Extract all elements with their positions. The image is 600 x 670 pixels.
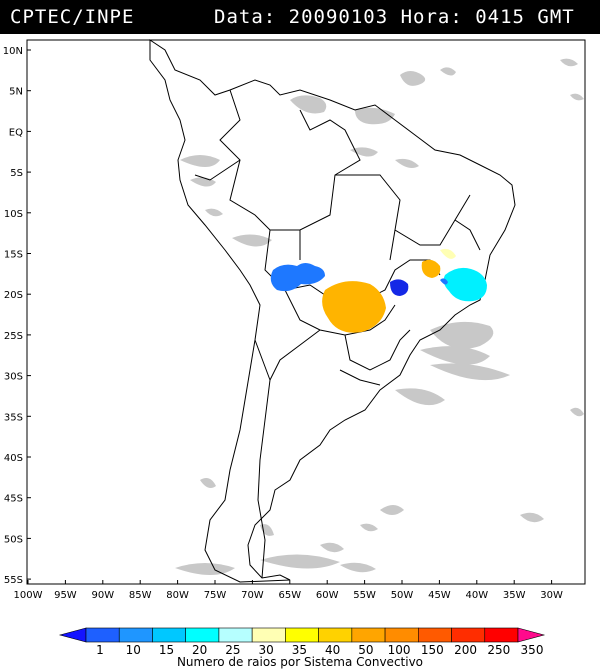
lat-tick-label: 50S xyxy=(4,534,23,545)
lon-tick-label: 35W xyxy=(503,590,526,601)
lon-tick-label: 75W xyxy=(204,590,227,601)
cell-blue-east xyxy=(440,278,448,285)
lon-tick-label: 85W xyxy=(129,590,152,601)
legend-value-label: 150 xyxy=(421,643,444,657)
legend-value-label: 250 xyxy=(487,643,510,657)
legend-swatch xyxy=(218,627,253,643)
lon-tick-label: 80W xyxy=(166,590,189,601)
lat-tick-label: 30S xyxy=(4,372,23,383)
legend-swatch xyxy=(351,627,386,643)
legend-swatch xyxy=(451,627,486,643)
source-label: CPTEC/INPE xyxy=(10,6,135,28)
cell-darkblue-center xyxy=(390,279,409,296)
latitude-axis: 10N 5N EQ 5S 10S 15S 20S 25S 30S 35S 40S 45S 50S 55S xyxy=(3,46,31,586)
legend-swatch xyxy=(251,627,286,643)
cell-orange-minas xyxy=(421,259,441,278)
cell-yellow-minas xyxy=(440,248,456,259)
legend-swatch xyxy=(152,627,186,643)
cell-blue-bolivia xyxy=(270,263,325,292)
legend-value-label: 35 xyxy=(292,643,307,657)
legend-swatch xyxy=(58,627,87,643)
lat-tick-label: 45S xyxy=(4,494,23,505)
lon-tick-label: 100W xyxy=(14,590,43,601)
legend-value-label: 30 xyxy=(259,643,274,657)
lat-tick-label: 5S xyxy=(10,168,23,179)
legend-swatch xyxy=(517,627,546,643)
legend-swatch xyxy=(318,627,353,643)
lat-tick-label: 15S xyxy=(4,250,23,261)
legend-value-label: 10 xyxy=(126,643,141,657)
longitude-axis: 100W 95W 90W 85W 80W 75W 70W 65W 60W 55W 50W 45W 40W… xyxy=(14,580,563,601)
lon-tick-label: 45W xyxy=(428,590,451,601)
legend-swatch xyxy=(185,627,220,643)
legend-value-label: 15 xyxy=(159,643,174,657)
lat-tick-label: 25S xyxy=(4,331,23,342)
legend-swatch xyxy=(118,627,153,643)
lon-tick-label: 90W xyxy=(91,590,114,601)
lon-tick-label: 70W xyxy=(241,590,264,601)
datetime-label: Data: 20090103 Hora: 0415 GMT xyxy=(214,6,575,28)
lon-tick-label: 60W xyxy=(316,590,339,601)
legend-value-label: 20 xyxy=(192,643,207,657)
cell-cyan-east xyxy=(443,267,487,302)
lon-tick-label: 95W xyxy=(54,590,77,601)
legend-value-label: 1 xyxy=(96,643,104,657)
lat-tick-label: 5N xyxy=(9,87,23,98)
lon-tick-label: 30W xyxy=(540,590,563,601)
lon-tick-label: 40W xyxy=(465,590,488,601)
legend-swatch xyxy=(384,627,419,643)
lon-tick-label: 65W xyxy=(278,590,301,601)
legend-value-label: 100 xyxy=(388,643,411,657)
lat-tick-label: EQ xyxy=(9,127,23,138)
legend-labels: 1 10 15 20 25 30 35 40 50 100 150 200 250 350 xyxy=(96,643,543,657)
lat-tick-label: 10N xyxy=(3,46,23,57)
legend-value-label: 200 xyxy=(454,643,477,657)
map: 10N5NEQ5S10S15S20S25S30S35S40S45S50S55S … xyxy=(3,39,586,601)
lat-tick-label: 35S xyxy=(4,412,23,423)
legend-swatch xyxy=(285,627,319,643)
lat-tick-label: 55S xyxy=(4,575,23,586)
legend-value-label: 25 xyxy=(225,643,240,657)
cell-orange-paraguay xyxy=(322,281,386,333)
legend-value-label: 50 xyxy=(358,643,373,657)
lat-tick-label: 10S xyxy=(4,209,23,220)
lat-tick-label: 20S xyxy=(4,290,23,301)
legend-swatch xyxy=(418,627,452,643)
legend-swatch xyxy=(484,627,519,643)
legend-bar xyxy=(58,627,546,643)
color-legend: 1 10 15 20 25 30 35 40 50 100 150 200 250 350 Numero … xyxy=(58,627,546,669)
legend-value-label: 40 xyxy=(325,643,340,657)
lat-tick-label: 40S xyxy=(4,453,23,464)
legend-swatch xyxy=(85,627,120,643)
convective-cells xyxy=(270,248,487,333)
legend-value-label: 350 xyxy=(521,643,544,657)
lon-tick-label: 55W xyxy=(353,590,376,601)
legend-title: Numero de raios por Sistema Convectivo xyxy=(177,655,423,669)
header-bar: CPTEC/INPE Data: 20090103 Hora: 0415 GMT xyxy=(0,0,600,34)
map-frame-border xyxy=(26,39,586,585)
lon-tick-label: 50W xyxy=(391,590,414,601)
